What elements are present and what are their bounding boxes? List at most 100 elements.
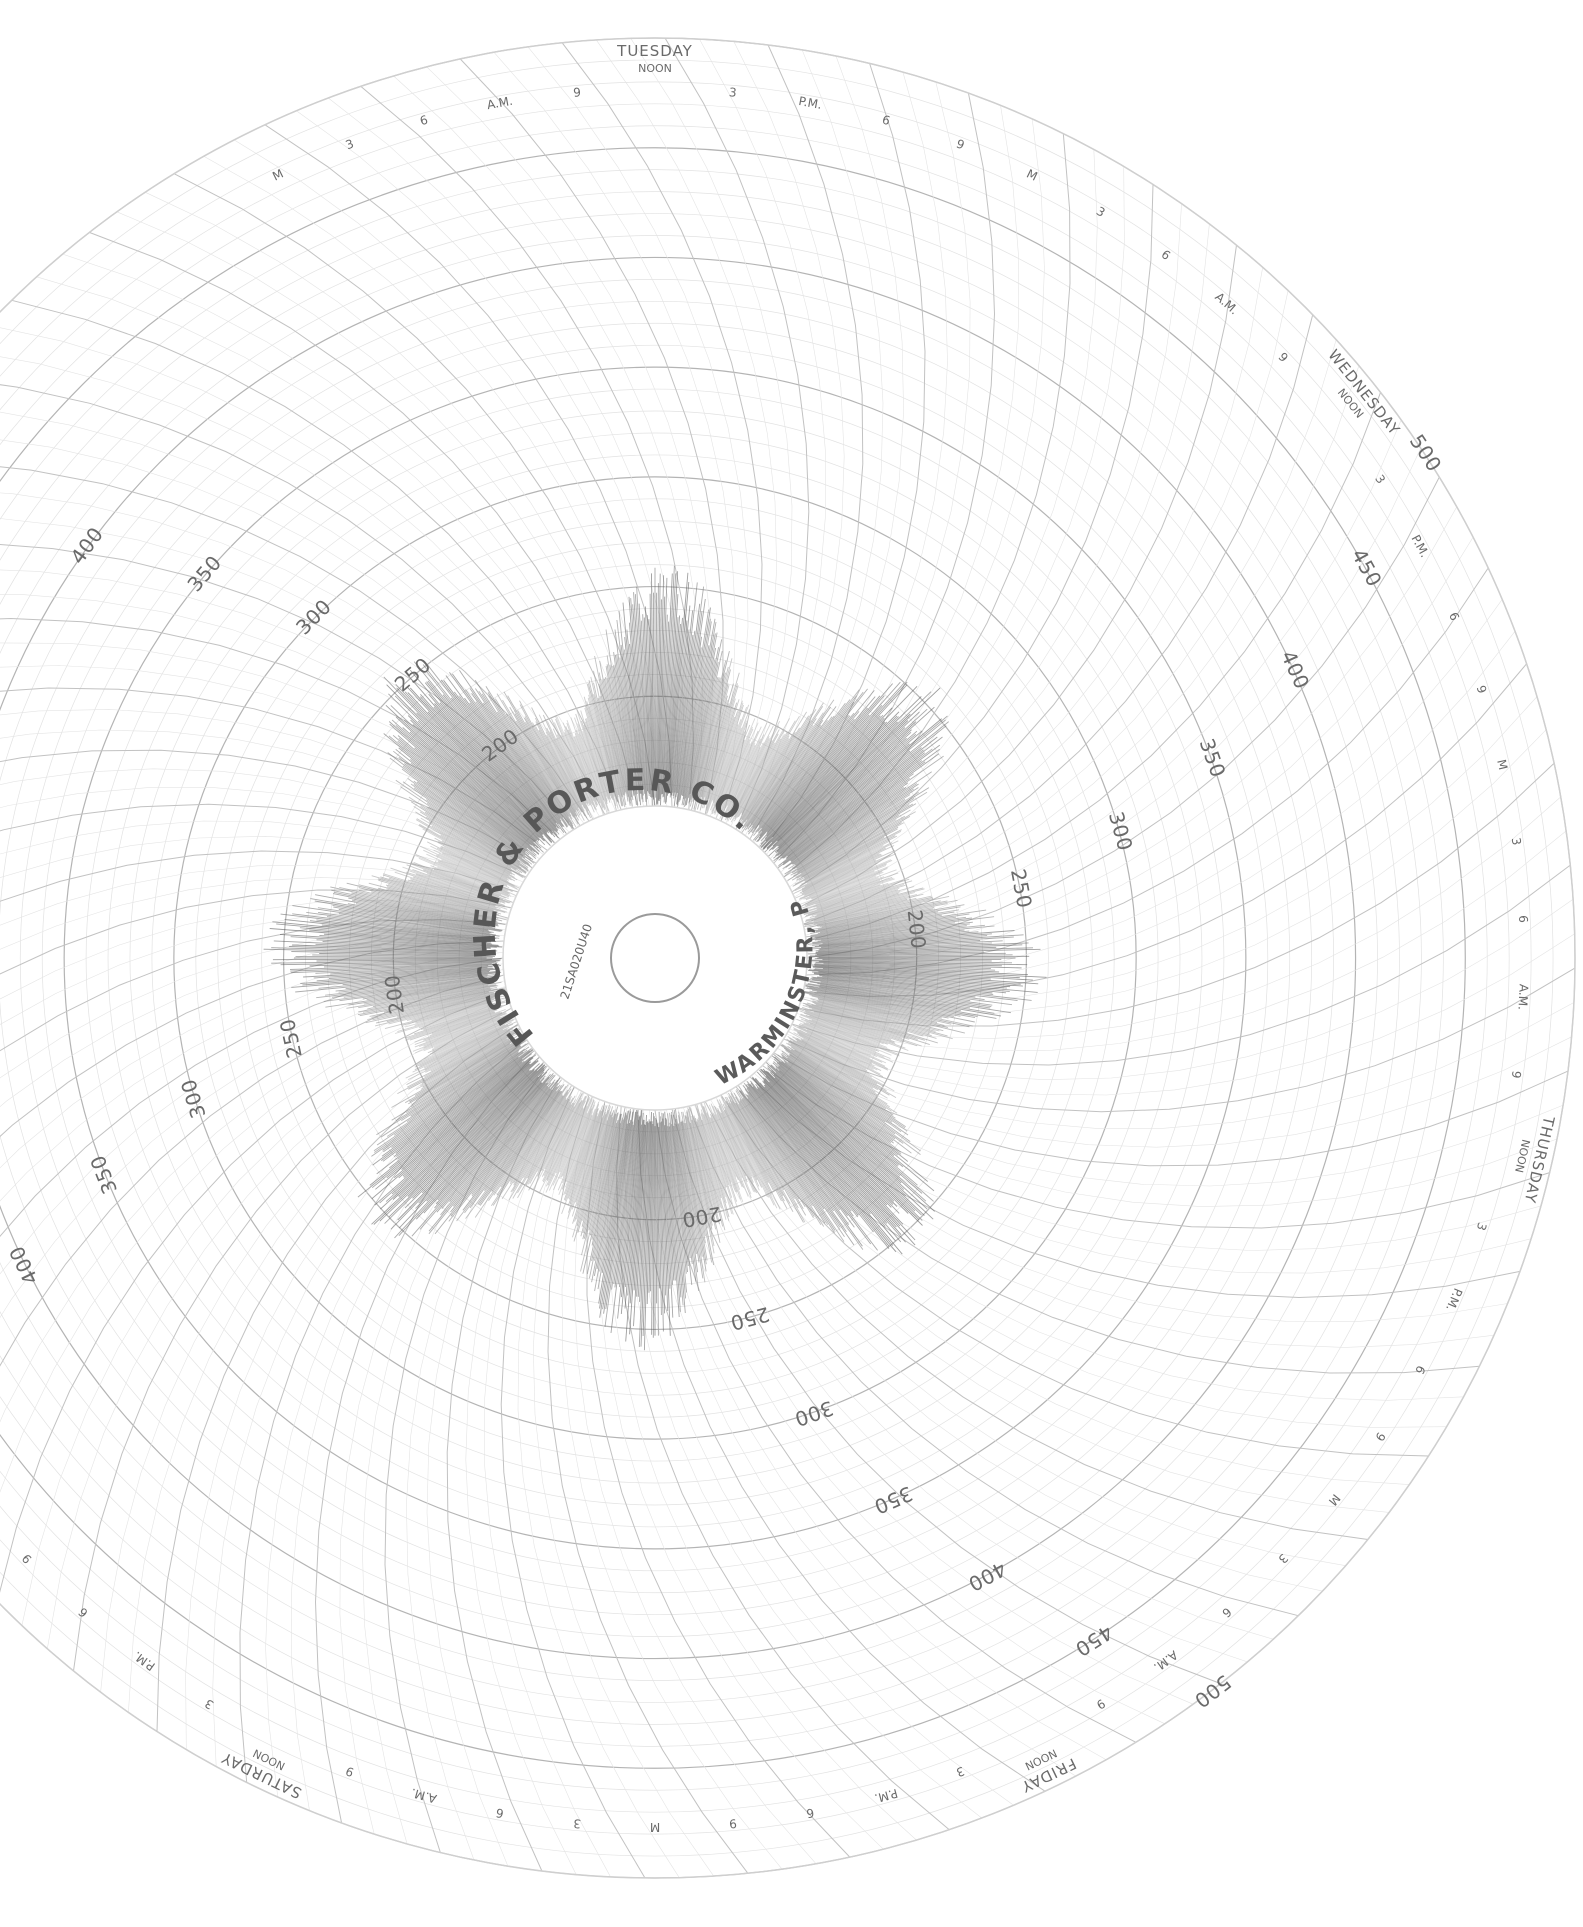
trace-stroke: [419, 1074, 554, 1230]
trace-stroke: [775, 1066, 927, 1202]
trace-stroke: [594, 655, 626, 808]
trace-stroke: [811, 976, 976, 998]
trace-stroke: [685, 659, 716, 806]
trace-stroke: [642, 614, 650, 797]
trace-stroke: [771, 1069, 922, 1216]
time-line: [780, 1002, 1575, 1129]
trace-stroke: [491, 1091, 563, 1192]
trace-stroke: [661, 621, 670, 795]
trace-stroke: [427, 1021, 502, 1054]
trace-stroke: [663, 573, 677, 797]
trace-stroke: [585, 718, 611, 803]
trace-stroke: [319, 934, 497, 948]
trace-stroke: [667, 1113, 684, 1306]
trace-stroke: [422, 828, 512, 879]
trace-stroke: [376, 1042, 522, 1136]
trace-stroke: [456, 1085, 559, 1222]
trace-stroke: [580, 1112, 619, 1272]
trace-stroke: [342, 970, 501, 986]
trace-stroke: [393, 1063, 530, 1179]
trace-stroke: [362, 986, 497, 1013]
trace-stroke: [566, 722, 599, 806]
time-line: [0, 957, 504, 1238]
time-line: [561, 42, 763, 822]
trace-stroke: [664, 617, 679, 804]
trace-stroke: [791, 787, 930, 874]
trace-stroke: [401, 768, 529, 864]
trace-stroke: [688, 651, 723, 804]
trace-stroke: [811, 936, 1014, 950]
trace-stroke: [803, 1012, 888, 1045]
trace-stroke: [753, 715, 851, 836]
trace-stroke: [777, 1054, 902, 1153]
time-line: [654, 1109, 1137, 1743]
trace-stroke: [764, 684, 908, 840]
trace-stroke: [423, 1004, 503, 1031]
trace-stroke: [651, 1112, 655, 1335]
trace-stroke: [788, 1041, 888, 1105]
trace-stroke: [784, 1062, 909, 1162]
trace-stroke: [779, 1065, 918, 1186]
scale-label-2-300: 300: [791, 1396, 836, 1432]
trace-stroke: [643, 617, 651, 795]
time-line: [596, 39, 778, 824]
trace-stroke: [410, 801, 523, 874]
trace-stroke: [660, 1116, 669, 1312]
trace-stroke: [744, 702, 824, 823]
trace-stroke: [778, 729, 912, 849]
trace-stroke: [564, 732, 596, 810]
trace-stroke: [768, 720, 909, 851]
trace-stroke: [551, 718, 589, 804]
trace-stroke: [406, 1031, 515, 1088]
trace-stroke: [415, 855, 512, 897]
trace-stroke: [778, 747, 922, 861]
trace-stroke: [338, 913, 500, 937]
trace-stroke: [760, 682, 905, 842]
trace-stroke: [576, 710, 610, 812]
trace-stroke: [766, 681, 908, 837]
trace-stroke: [741, 699, 835, 834]
trace-stroke: [371, 1063, 531, 1200]
trace-stroke: [633, 1124, 646, 1327]
trace-stroke: [681, 1121, 707, 1272]
trace-stroke: [415, 1033, 518, 1090]
trace-stroke: [723, 734, 765, 816]
trace-stroke: [782, 761, 926, 866]
trace-stroke: [586, 718, 611, 800]
scale-label-1-300: 300: [1104, 809, 1138, 854]
trace-stroke: [263, 948, 494, 955]
trace-stroke: [812, 966, 1020, 979]
trace-stroke: [630, 598, 645, 790]
trace-stroke: [339, 886, 505, 925]
time-line: [0, 820, 524, 883]
trace-stroke: [711, 722, 748, 812]
trace-stroke: [330, 965, 502, 975]
trace-stroke: [660, 614, 668, 806]
trace-stroke: [778, 1066, 923, 1194]
trace-stroke: [568, 1109, 604, 1213]
trace-stroke: [471, 1082, 559, 1195]
trace-stroke: [332, 904, 490, 932]
trace-stroke: [668, 572, 689, 790]
trace-stroke: [318, 971, 497, 989]
trace-stroke: [559, 1099, 593, 1173]
trace-stroke: [780, 725, 947, 859]
trace-stroke: [552, 1097, 593, 1186]
trace-stroke: [808, 917, 972, 940]
time-line: [0, 384, 606, 815]
trace-stroke: [711, 1114, 741, 1190]
trace-stroke: [322, 941, 487, 951]
trace-stroke: [312, 954, 496, 958]
time-line: [0, 356, 611, 813]
trace-stroke: [493, 1094, 563, 1196]
trace-stroke: [326, 916, 500, 939]
trace-stroke: [809, 1019, 900, 1057]
time-line: [0, 991, 507, 1593]
trace-stroke: [763, 715, 898, 850]
trace-stroke: [710, 727, 742, 811]
trace-stroke: [300, 968, 496, 984]
trace-stroke: [477, 1084, 565, 1205]
trace-stroke: [347, 903, 503, 932]
trace-stroke: [797, 803, 914, 874]
trace-stroke: [823, 962, 991, 970]
